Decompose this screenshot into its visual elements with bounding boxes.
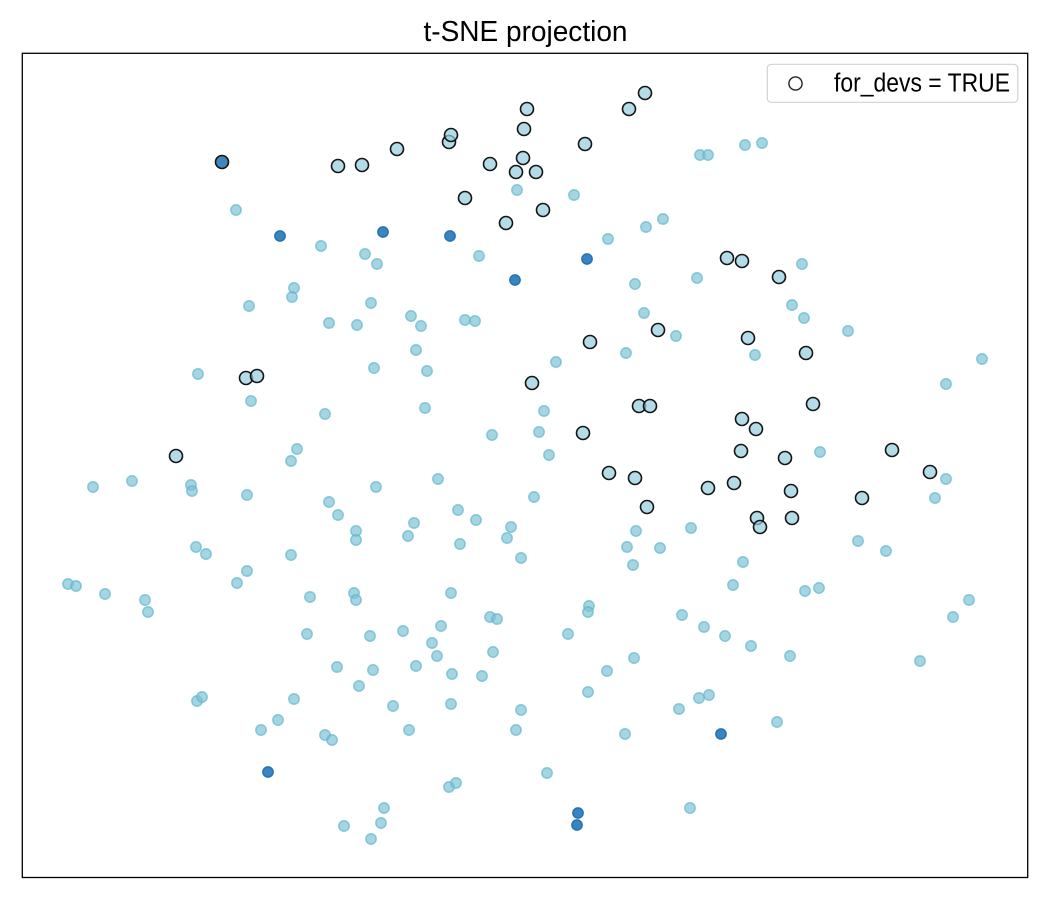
svg-text:t-SNE projection: t-SNE projection xyxy=(424,16,628,48)
svg-text:for_devs = TRUE: for_devs = TRUE xyxy=(834,70,1010,98)
